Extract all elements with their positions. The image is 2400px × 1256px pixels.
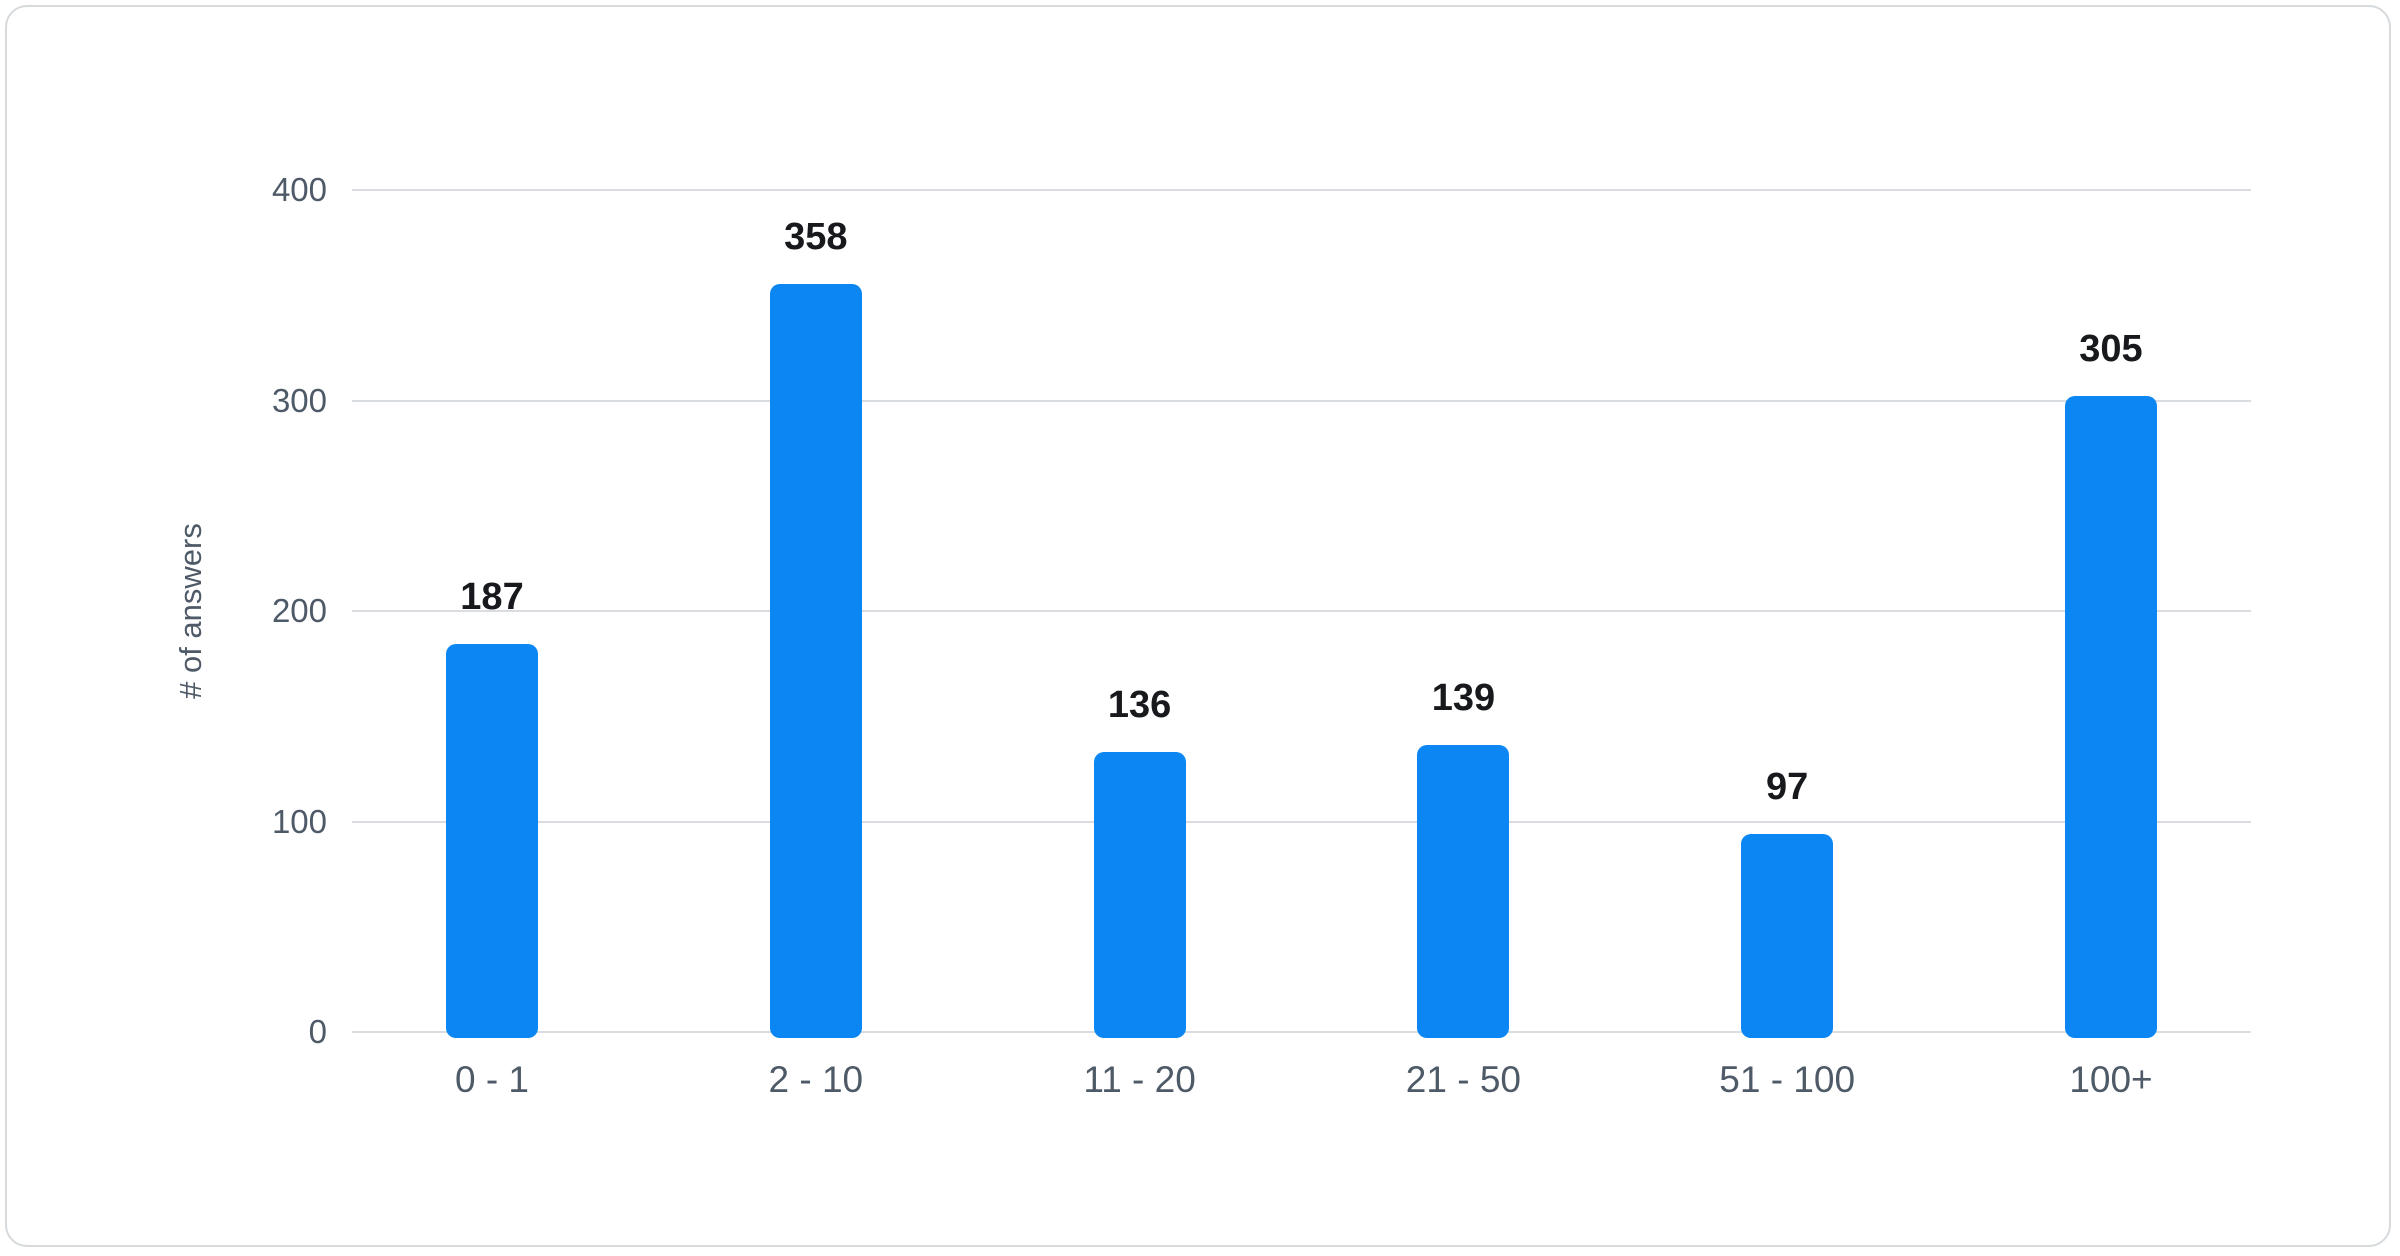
y-axis-tick-label: 0 xyxy=(308,1013,327,1050)
bar-value-label: 187 xyxy=(460,576,524,618)
bar-slot-5: 97 51 - 100 xyxy=(1719,190,1855,1100)
bar-slot-6: 305 100+ xyxy=(2064,190,2157,1100)
y-axis-tick-label: 300 xyxy=(271,381,327,419)
bar-51-100 xyxy=(1741,834,1834,1038)
bar-value-label: 358 xyxy=(784,216,848,258)
bar-slot-4: 139 21 - 50 xyxy=(1406,190,1521,1100)
bar-21-50 xyxy=(1417,745,1510,1038)
bar-value-label: 305 xyxy=(2079,328,2143,370)
x-axis-label: 11 - 20 xyxy=(1083,1059,1196,1100)
y-axis-title: # of answers xyxy=(173,523,209,699)
gridline-0 xyxy=(352,1031,2251,1033)
bars-row: 187 0 - 1 358 2 - 10 136 11 - 20 139 21 - 50 97 5… xyxy=(352,190,2251,1100)
y-axis-tick-label: 400 xyxy=(271,171,327,208)
plot-area: 0 100 200 300 400 187 0 - 1 358 2 - 10 136 11 - 20… xyxy=(272,171,2251,1100)
bar-slot-2: 358 2 - 10 xyxy=(768,190,863,1100)
y-axis-tick-label: 100 xyxy=(271,802,327,840)
gridline-300 xyxy=(352,399,2251,402)
bar-value-label: 139 xyxy=(1431,677,1496,719)
bar-slot-1: 187 0 - 1 xyxy=(446,190,538,1100)
gridline-400 xyxy=(352,189,2251,191)
bar-value-label: 97 xyxy=(1766,766,1809,808)
bar-0-1 xyxy=(446,644,538,1038)
y-axis-tick-label: 200 xyxy=(271,592,327,629)
bar-slot-3: 136 11 - 20 xyxy=(1083,190,1195,1100)
gridline-100 xyxy=(352,820,2251,823)
bar-11-20 xyxy=(1093,752,1186,1038)
x-axis-label: 2 - 10 xyxy=(768,1059,864,1100)
chart-card: # of answers 0 100 200 300 400 187 0 - 1 358 2 -… xyxy=(5,5,2391,1247)
x-axis-label: 100+ xyxy=(2069,1059,2153,1100)
bar-100+ xyxy=(2064,396,2157,1038)
gridline-200 xyxy=(352,610,2251,612)
bar-value-label: 136 xyxy=(1107,684,1172,726)
x-axis-label: 51 - 100 xyxy=(1719,1059,1856,1100)
x-axis-label: 21 - 50 xyxy=(1405,1059,1521,1100)
x-axis-label: 0 - 1 xyxy=(454,1059,530,1100)
bar-2-10 xyxy=(769,284,862,1038)
